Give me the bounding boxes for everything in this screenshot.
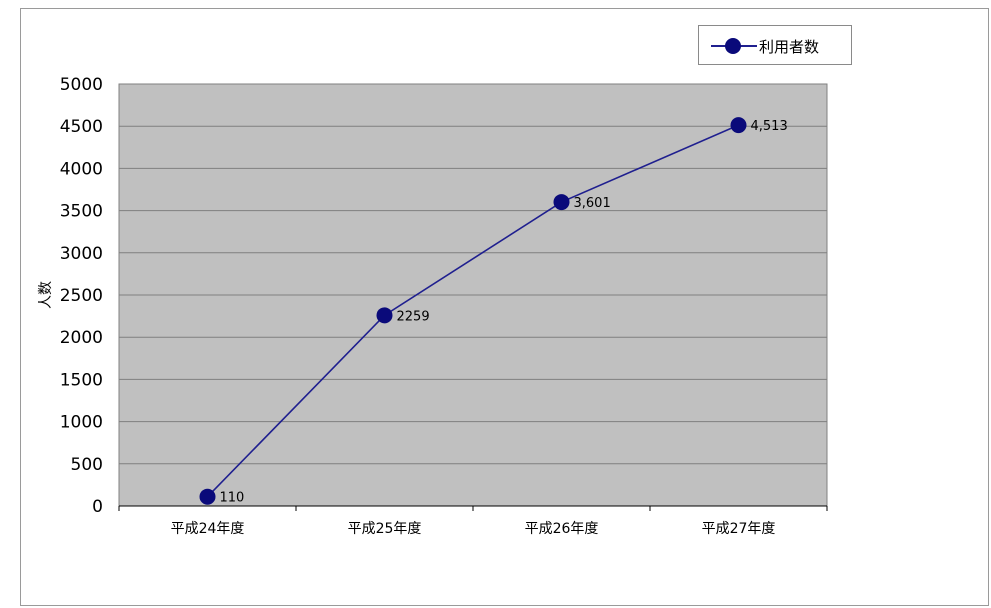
data-point <box>199 488 216 505</box>
y-tick-label: 4000 <box>60 159 103 179</box>
series-line <box>206 124 739 498</box>
x-axis-ticks: 平成24年度 平成25年度 平成26年度 平成27年度 <box>118 505 828 537</box>
y-tick-label: 5000 <box>60 75 103 95</box>
grid-lines <box>119 83 827 465</box>
data-label: 110 <box>220 491 245 506</box>
y-axis-ticks: 0 500 1000 1500 2000 2500 3000 3500 4000 4500 5000 <box>60 75 103 517</box>
y-axis-label: 人数 <box>38 281 54 309</box>
data-label: 4,513 <box>751 119 788 134</box>
y-tick-label: 1000 <box>60 413 103 433</box>
data-point <box>376 307 393 324</box>
legend-marker-icon <box>725 38 741 54</box>
data-label: 2259 <box>397 309 430 324</box>
x-tick-label: 平成26年度 <box>525 521 599 537</box>
x-tick-label: 平成27年度 <box>702 521 776 537</box>
y-tick-label: 2500 <box>60 286 103 306</box>
y-tick-label: 1500 <box>60 370 103 390</box>
legend: 利用者数 <box>698 25 852 65</box>
y-tick-label: 0 <box>92 497 103 517</box>
y-tick-label: 3500 <box>60 202 103 222</box>
y-tick-label: 500 <box>71 455 103 475</box>
data-label: 3,601 <box>574 196 611 211</box>
legend-label: 利用者数 <box>759 38 820 56</box>
y-tick-label: 2000 <box>60 328 103 348</box>
y-tick-label: 4500 <box>60 117 103 137</box>
x-tick-label: 平成24年度 <box>171 521 245 537</box>
series-group: 110 2259 3,601 4,513 <box>199 117 788 506</box>
data-point <box>553 194 570 211</box>
y-tick-label: 3000 <box>60 244 103 264</box>
x-tick-label: 平成25年度 <box>348 521 422 537</box>
data-point <box>730 117 747 134</box>
